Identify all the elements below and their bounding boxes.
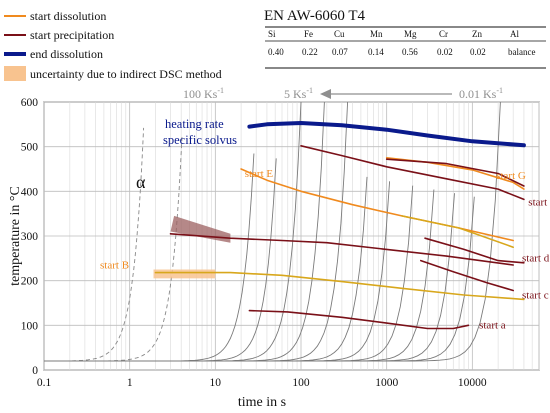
cooling-curves [44, 101, 501, 362]
y-tick-label: 400 [21, 186, 39, 198]
curve-labels: start E start G start f start d start c start… [100, 168, 550, 332]
uncertainty-regions [153, 215, 231, 279]
curve-label-start-c: start c [522, 290, 549, 302]
table-value-mg: 0.56 [402, 47, 418, 57]
cooling-curve [44, 137, 183, 362]
cooling-curve [44, 189, 435, 362]
legend-entry-0: start dissolution [4, 9, 106, 23]
series-line-start-a [248, 309, 470, 330]
x-tick-label: 100 [292, 377, 310, 389]
y-tick-label: 200 [21, 276, 39, 288]
solvus-label-line1: heating rate [165, 117, 224, 131]
series-lines [154, 121, 526, 330]
series-line-end-dissolution [247, 121, 526, 148]
rate-label-slow: 0.01 Ks-1 [459, 86, 503, 101]
legend-label-end-dissolution: end dissolution [30, 47, 103, 61]
table-header-mg: Mg [404, 29, 417, 39]
legend-entry-2: end dissolution [4, 47, 103, 61]
legend-swatch-uncertainty [4, 66, 26, 81]
curve-label-start-b: start B [100, 260, 129, 272]
solvus-label-line2: specific solvus [163, 133, 237, 147]
axis-ticks: 0.1 1 10 100 1000 10000 0 100 200 300 400 500 600 [21, 97, 487, 389]
legend-label-start-dissolution: start dissolution [30, 9, 106, 23]
series-line-start-b [154, 271, 525, 301]
table-header-fe: Fe [304, 29, 313, 39]
y-axis-title: temperature in °C [8, 186, 23, 286]
legend-label-start-precipitation: start precipitation [30, 28, 114, 42]
x-tick-label: 0.1 [37, 377, 52, 389]
table-header-mn: Mn [370, 29, 383, 39]
cooling-curve [44, 193, 455, 362]
curve-label-start-g: start G [496, 170, 526, 182]
y-tick-label: 100 [21, 320, 39, 332]
uncertainty-region-1 [170, 215, 231, 243]
x-axis-title: time in s [238, 395, 286, 410]
x-tick-label: 1 [127, 377, 133, 389]
curve-label-start-a: start a [479, 320, 506, 332]
table-value-si: 0.40 [268, 47, 284, 57]
table-value-mn: 0.14 [368, 47, 384, 57]
cooling-curve [44, 101, 501, 362]
cooling-curve [44, 153, 255, 362]
table-value-cr: 0.02 [437, 47, 453, 57]
series-line-start-f [300, 145, 525, 201]
x-tick-label: 10 [210, 377, 222, 389]
table-header-si: Si [268, 29, 276, 39]
curve-label-start-d: start d [522, 253, 550, 265]
legend-entry-3: uncertainty due to indirect DSC method [4, 66, 222, 81]
table-header-cu: Cu [334, 29, 345, 39]
uncertainty-region-0 [153, 269, 216, 279]
series-line-start-c [420, 259, 514, 292]
rate-arrow-head [320, 89, 331, 99]
y-tick-label: 0 [32, 365, 38, 377]
y-tick-label: 500 [21, 142, 39, 154]
series-line-start-d-right- [424, 237, 525, 264]
rate-label-fast: 100 Ks-1 [183, 86, 224, 101]
series-line-start-e-dissolution-yellow- [401, 215, 514, 248]
legend-label-uncertainty: uncertainty due to indirect DSC method [30, 67, 222, 81]
table-header-al: Al [510, 29, 519, 39]
rate-labels: 100 Ks-1 5 Ks-1 0.01 Ks-1 [183, 86, 503, 101]
cooling-curve [44, 127, 145, 362]
table-header-cr: Cr [439, 29, 448, 39]
y-tick-label: 300 [21, 231, 39, 243]
x-tick-label: 1000 [375, 377, 398, 389]
y-tick-label: 600 [21, 97, 39, 109]
table-header-zn: Zn [472, 29, 482, 39]
phase-label-alpha: α [136, 172, 146, 192]
chart-title: EN AW-6060 T4 [264, 8, 366, 24]
series-line-start-f-upper- [385, 158, 525, 187]
rate-label-mid: 5 Ks-1 [284, 86, 313, 101]
curve-label-start-e: start E [245, 168, 274, 180]
series-line-start-d [169, 233, 514, 266]
table-value-al: balance [508, 47, 535, 57]
legend-entry-1: start precipitation [4, 28, 114, 42]
legend: start dissolution start precipitation en… [4, 9, 222, 81]
table-value-cu: 0.07 [332, 47, 348, 57]
x-tick-label: 10000 [458, 377, 487, 389]
table-value-fe: 0.22 [302, 47, 318, 57]
composition-table: Si Fe Cu Mn Mg Cr Zn Al 0.40 0.22 0.07 0.14 0.56 0.02… [265, 26, 546, 69]
table-value-zn: 0.02 [470, 47, 486, 57]
curve-label-start-f: start f [528, 197, 550, 209]
